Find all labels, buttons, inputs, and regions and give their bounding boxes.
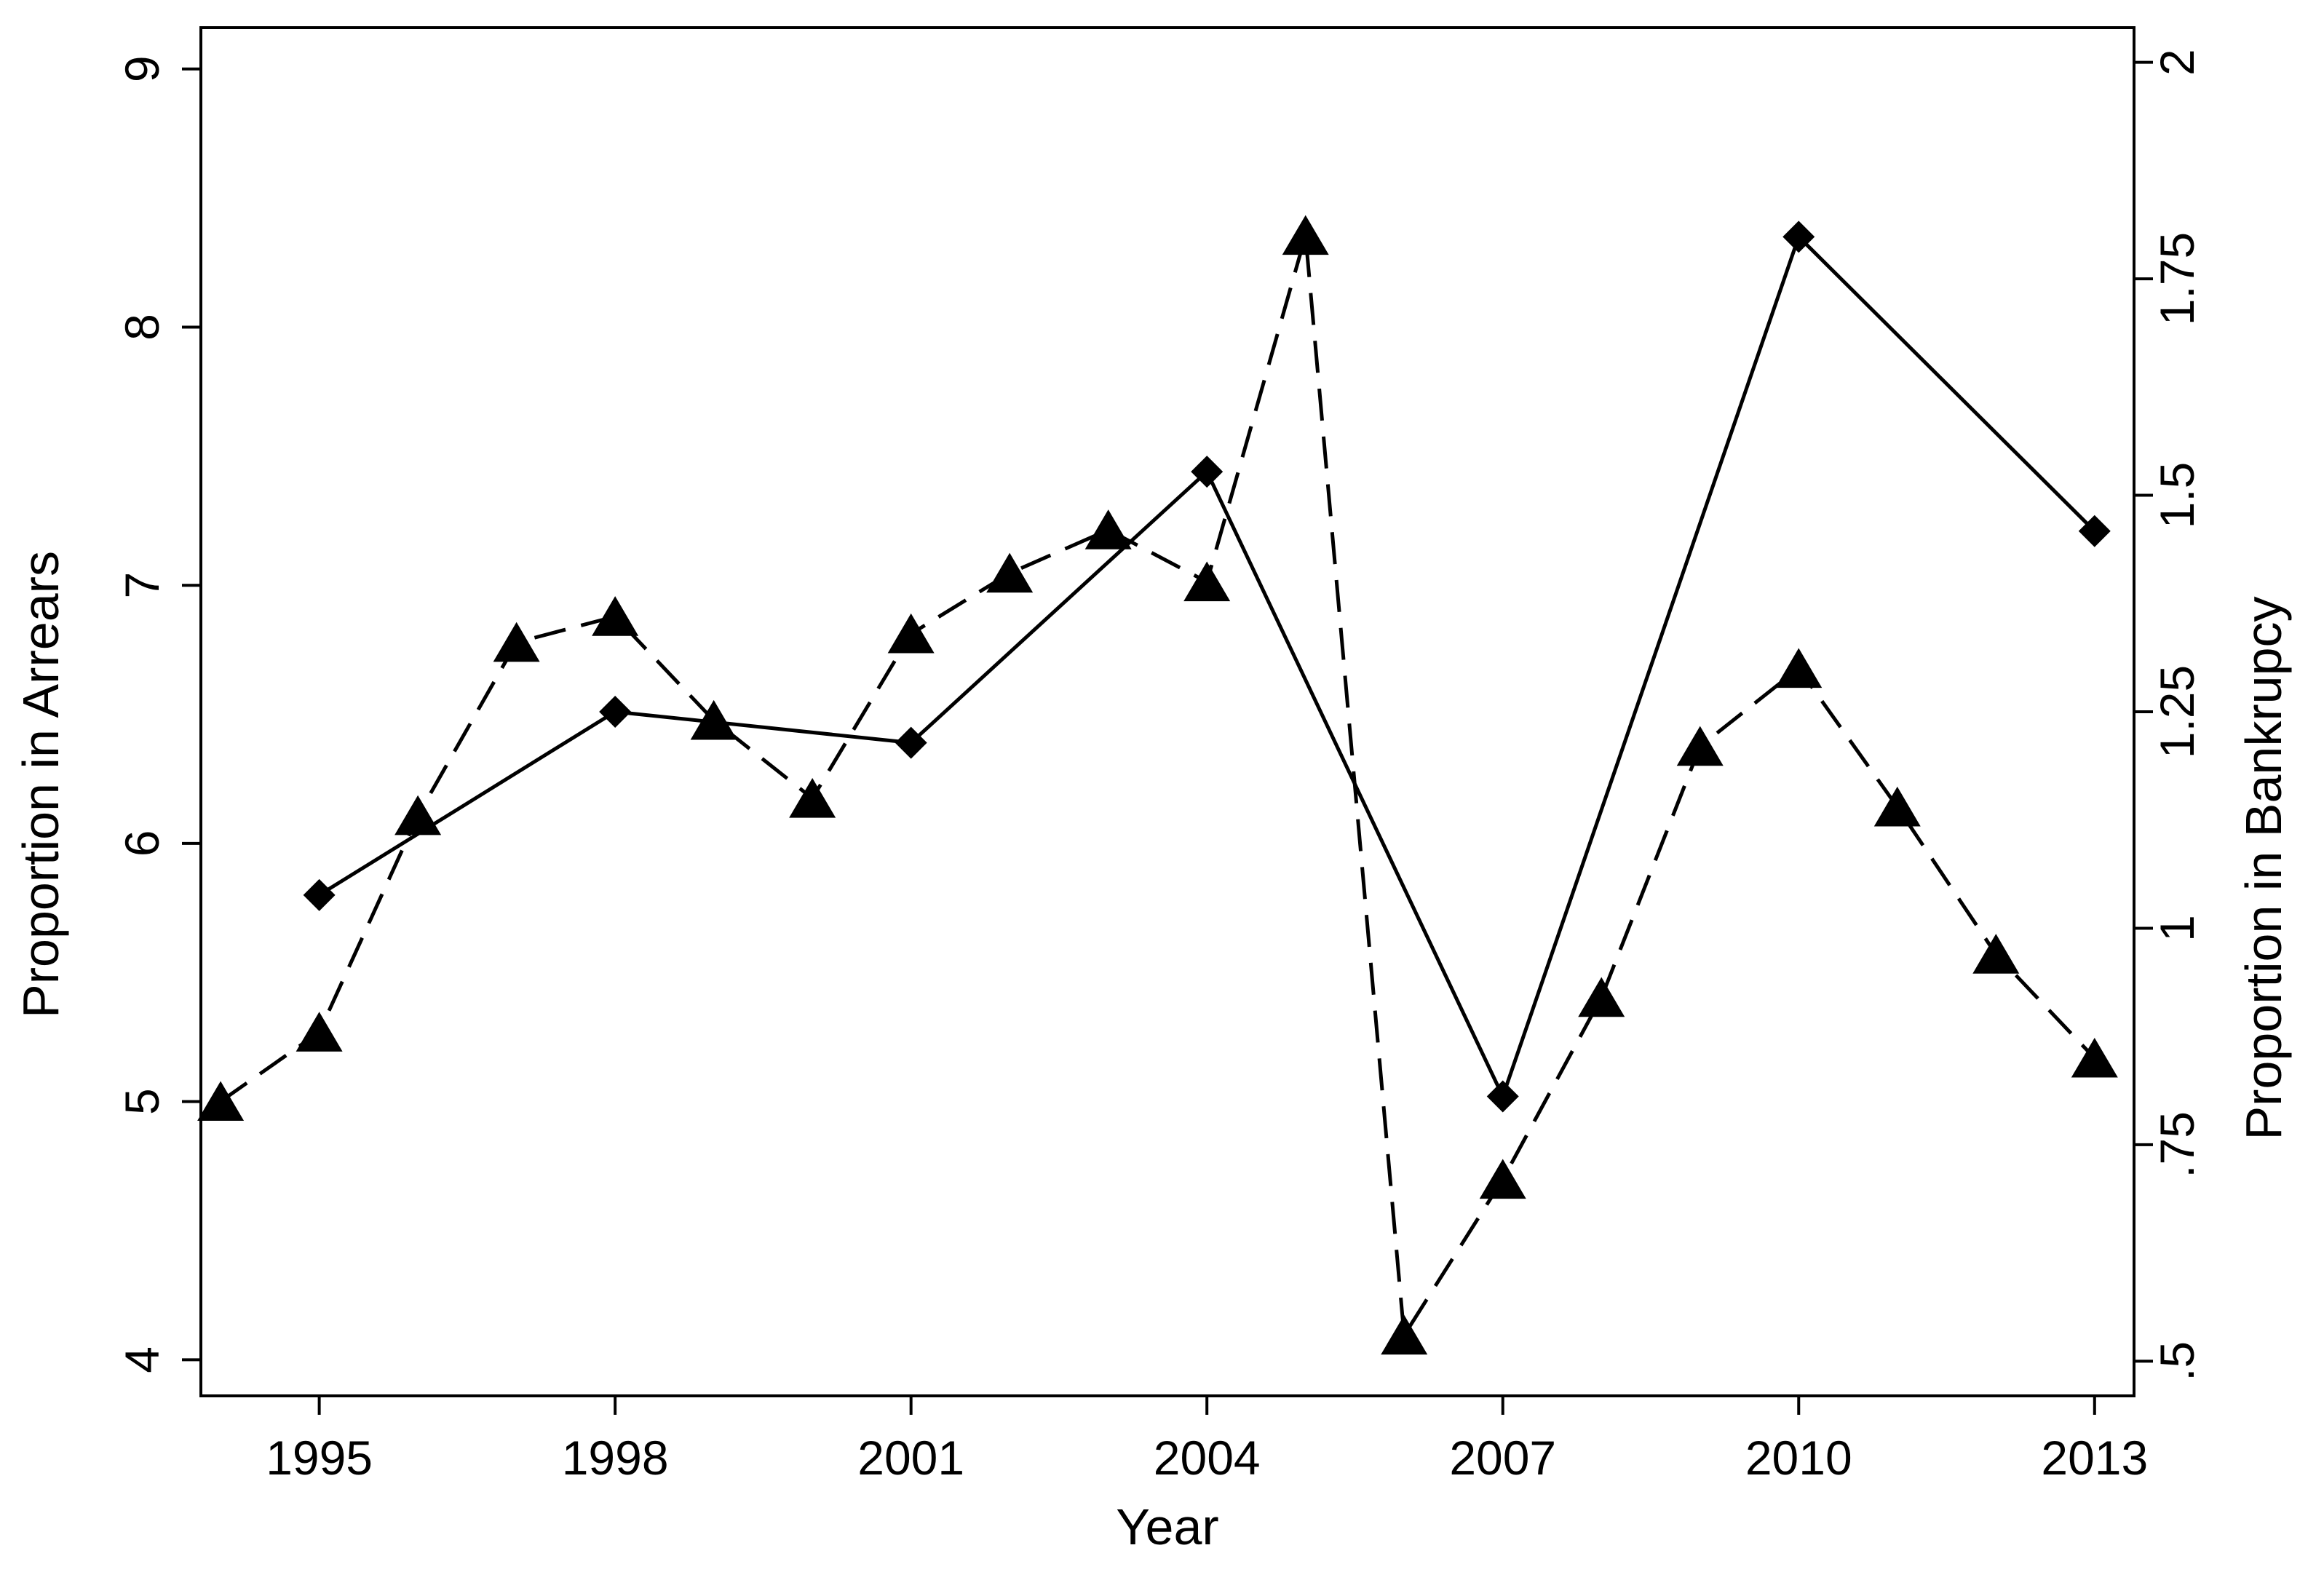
x-tick-label: 2010	[1745, 1431, 1852, 1485]
data-point-triangle	[1873, 786, 1921, 827]
data-point-triangle	[1381, 1314, 1428, 1355]
data-point-triangle	[1479, 1159, 1526, 1199]
data-point-triangle	[1676, 726, 1724, 766]
x-tick-label: 1998	[562, 1431, 669, 1485]
data-point-triangle	[690, 699, 737, 740]
x-tick-label: 1995	[266, 1431, 373, 1485]
data-point-triangle	[197, 1081, 245, 1121]
data-point-triangle	[1578, 977, 1625, 1017]
y-tick-label-right: .5	[2150, 1341, 2204, 1381]
data-point-diamond	[599, 696, 632, 728]
data-point-triangle	[2071, 1037, 2118, 1078]
data-point-diamond	[2078, 515, 2111, 547]
data-point-diamond	[1782, 221, 1815, 253]
y-tick-label-left: 4	[115, 1346, 169, 1373]
series-2	[197, 215, 2118, 1355]
data-point-triangle	[1084, 509, 1132, 549]
series-line	[219, 234, 2096, 1338]
y-tick-label-right: 1.75	[2150, 232, 2204, 325]
x-tick-label: 2007	[1449, 1431, 1556, 1485]
y-tick-label-left: 6	[115, 830, 169, 857]
data-point-triangle	[1972, 934, 2020, 974]
series-1	[303, 221, 2111, 1113]
data-point-triangle	[986, 552, 1034, 593]
series-layer	[197, 215, 2118, 1355]
y-tick-label-right: 2	[2150, 49, 2204, 76]
data-point-diamond	[1486, 1080, 1519, 1113]
y-tick-label-left: 5	[115, 1088, 169, 1115]
y-axis-left: 4 5 6 7 8 9	[115, 55, 201, 1373]
data-point-triangle	[296, 1012, 343, 1052]
y-tick-label-left: 7	[115, 572, 169, 599]
y-axis-left-title: Proportion in Arrears	[12, 551, 69, 1018]
x-axis-title: Year	[1116, 1498, 1218, 1555]
y-tick-label-left: 8	[115, 314, 169, 341]
data-point-diamond	[1191, 456, 1224, 488]
y-tick-label-left: 9	[115, 55, 169, 82]
data-point-diamond	[303, 878, 336, 911]
data-point-triangle	[394, 795, 442, 835]
y-tick-label-right: 1.5	[2150, 462, 2204, 529]
data-point-triangle	[592, 596, 639, 636]
y-tick-label-right: 1	[2150, 915, 2204, 942]
data-point-triangle	[887, 613, 935, 654]
data-point-triangle	[493, 622, 540, 662]
data-point-triangle	[1775, 648, 1823, 688]
y-axis-right: .5 .75 1 1.25 1.5 1.75 2	[2134, 49, 2204, 1381]
data-point-triangle	[789, 777, 836, 818]
x-tick-label: 2004	[1154, 1431, 1261, 1485]
data-point-triangle	[1282, 215, 1329, 255]
x-tick-label: 2013	[2041, 1431, 2148, 1485]
y-tick-label-right: 1.25	[2150, 665, 2204, 758]
data-point-diamond	[895, 726, 927, 759]
data-point-triangle	[1183, 561, 1231, 602]
y-tick-label-right: .75	[2150, 1111, 2204, 1178]
x-tick-label: 2001	[857, 1431, 964, 1485]
y-axis-right-title: Proportion in Bankrupcy	[2235, 596, 2292, 1140]
x-axis: 1995 1998 2001 2004 2007 2010 2013	[266, 1396, 2148, 1485]
